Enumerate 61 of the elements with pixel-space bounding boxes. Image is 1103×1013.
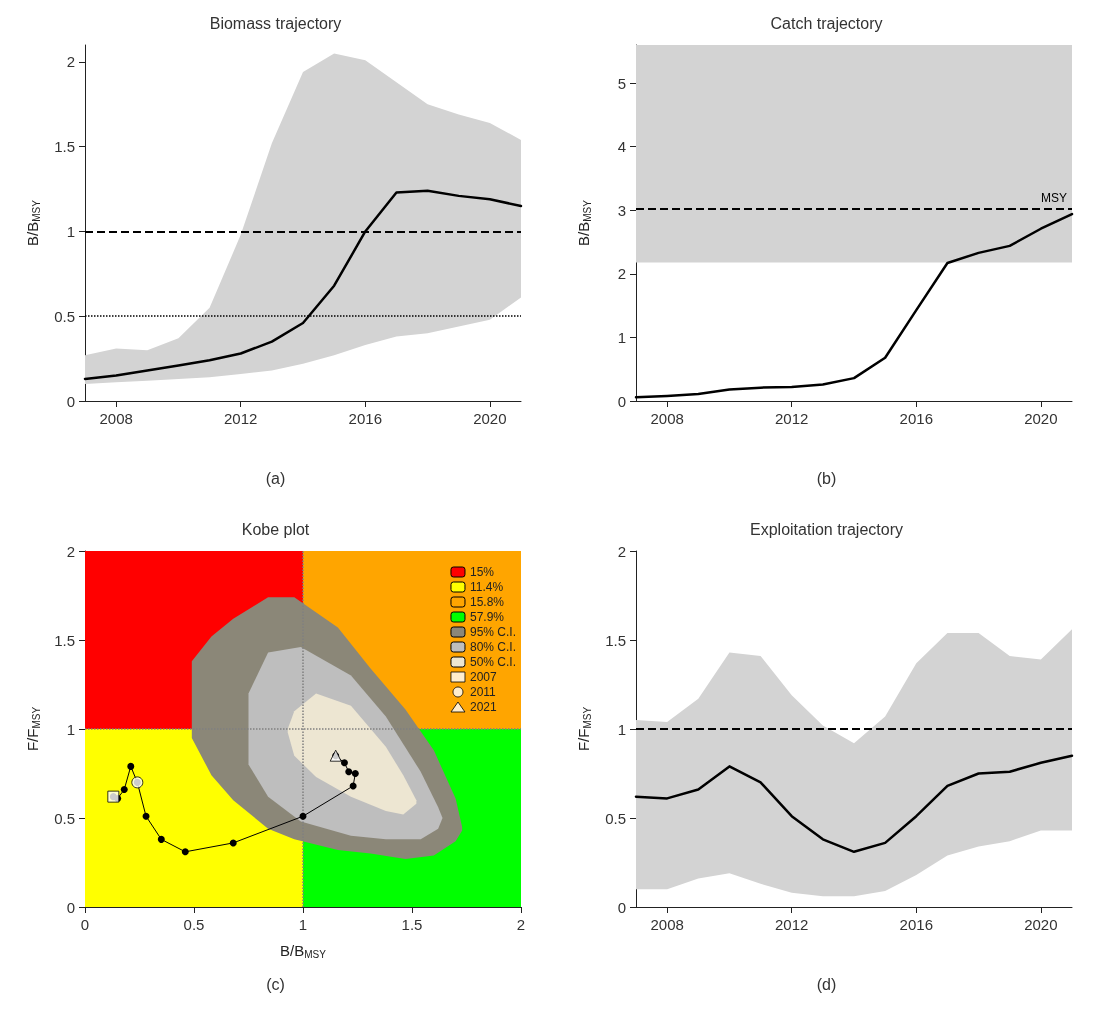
text: (d) <box>816 975 837 993</box>
x-tick-label: 2016 <box>899 410 933 427</box>
x-tick-label: 2008 <box>650 410 684 427</box>
y-tick-label: 2 <box>66 542 75 560</box>
legend-label: 2007 <box>469 670 497 684</box>
x-tick-label: 0 <box>80 916 90 933</box>
y-tick-label: 0 <box>617 392 626 410</box>
x-tick-label: 2016 <box>348 410 382 427</box>
x-tick-label: 1.5 <box>401 916 423 933</box>
y-tick-label: 1.5 <box>54 631 75 649</box>
y-tick-label: 0 <box>66 898 75 916</box>
y-tick-label: 1.5 <box>605 631 626 649</box>
x-tick-label: 2020 <box>473 410 507 427</box>
y-tick-label: 3 <box>617 201 626 219</box>
y-tick-label: 2 <box>66 53 75 71</box>
text: (a) <box>265 469 286 487</box>
y-tick-label: 1 <box>66 222 75 240</box>
y-tick-label: 0.5 <box>605 809 626 827</box>
x-tick-label: 2012 <box>775 916 809 933</box>
y-tick-label: 2 <box>617 265 626 283</box>
y-tick-label: 1 <box>617 328 626 346</box>
legend-label: 2011 <box>469 685 497 699</box>
y-tick-label: 1.5 <box>54 138 75 156</box>
legend-label: 50% C.I. <box>469 655 517 669</box>
legend-label: 11.4% <box>469 580 504 594</box>
x-tick-label: 2012 <box>775 410 809 427</box>
x-tick-label: 0.5 <box>183 916 205 933</box>
x-tick-label: 2020 <box>1024 916 1058 933</box>
text: (c) <box>266 975 285 993</box>
y-tick-label: 1 <box>617 720 626 738</box>
y-tick-label: 5 <box>617 74 626 92</box>
y-tick-label: 1 <box>66 720 75 738</box>
y-tick-label: 2 <box>617 542 626 560</box>
x-tick-label: 2016 <box>899 916 933 933</box>
y-axis-title: B/BMSY <box>23 199 42 246</box>
ref-line-label: MSY <box>1040 191 1067 206</box>
chart-title: Kobe plot <box>241 520 310 538</box>
chart-title: Biomass trajectory <box>209 14 342 32</box>
legend-label: 2021 <box>469 700 497 714</box>
x-tick-label: 2 <box>516 916 526 933</box>
y-axis-title: F/FMSY <box>23 706 42 752</box>
x-tick-label: 2008 <box>99 410 133 427</box>
legend-label: 15% <box>469 565 495 579</box>
y-tick-label: 0.5 <box>54 809 75 827</box>
x-tick-label: 2012 <box>224 410 258 427</box>
y-axis-title: B/BMSY <box>574 199 593 246</box>
legend-label: 57.9% <box>469 610 505 624</box>
legend-label: 80% C.I. <box>469 640 517 654</box>
y-tick-label: 0 <box>617 898 626 916</box>
x-tick-label: 2008 <box>650 916 684 933</box>
x-tick-label: 1 <box>298 916 308 933</box>
x-tick-label: 2020 <box>1024 410 1058 427</box>
chart-title: Catch trajectory <box>770 14 883 32</box>
chart-title: Exploitation trajectory <box>750 520 903 538</box>
y-tick-label: 0.5 <box>54 307 75 325</box>
legend-label: 15.8% <box>469 595 505 609</box>
text: (b) <box>816 469 837 487</box>
y-tick-label: 4 <box>617 138 626 156</box>
y-tick-label: 0 <box>66 392 75 410</box>
y-axis-title: F/FMSY <box>574 706 593 752</box>
legend-label: 95% C.I. <box>469 625 517 639</box>
